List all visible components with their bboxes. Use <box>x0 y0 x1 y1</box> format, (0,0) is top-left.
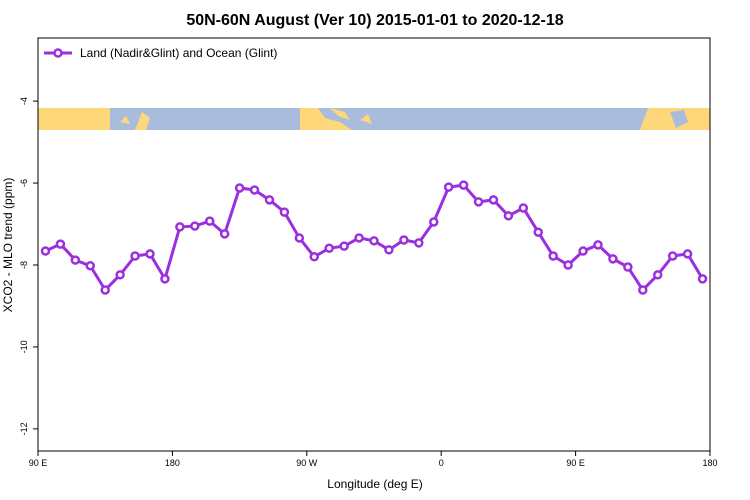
data-point <box>563 260 573 270</box>
data-point <box>608 254 618 264</box>
data-point <box>473 197 484 207</box>
chart-title: 50N-60N August (Ver 10) 2015-01-01 to 20… <box>186 12 563 29</box>
y-tick-label: -12 <box>19 422 29 435</box>
data-point <box>130 251 140 261</box>
data-point <box>219 229 230 239</box>
data-point <box>682 249 693 259</box>
y-tick-label: -8 <box>19 261 29 269</box>
data-point <box>190 221 200 231</box>
data-point <box>652 270 663 280</box>
data-point <box>399 235 409 245</box>
data-point <box>548 251 558 261</box>
data-point <box>204 216 215 226</box>
y-tick-label: -10 <box>19 340 29 353</box>
data-point <box>354 233 364 243</box>
legend-marker <box>53 48 63 58</box>
data-point <box>324 243 334 253</box>
data-point <box>533 227 544 237</box>
x-axis-label: Longitude (deg E) <box>327 477 422 491</box>
x-tick-label: 180 <box>165 458 180 468</box>
data-point <box>294 233 305 243</box>
data-point <box>234 183 245 193</box>
data-point <box>458 180 469 190</box>
data-point <box>593 240 603 250</box>
data-point <box>100 285 110 295</box>
data-point <box>414 238 424 248</box>
data-point <box>309 252 320 262</box>
data-point <box>40 246 51 256</box>
y-axis-label: XCO2 - MLO trend (ppm) <box>1 178 15 313</box>
legend: Land (Nadir&Glint) and Ocean (Glint) <box>44 46 277 60</box>
data-point <box>55 239 66 249</box>
x-tick-label: 90 E <box>29 458 48 468</box>
x-tick-label: 90 E <box>566 458 585 468</box>
data-point <box>115 270 125 280</box>
y-tick-label: -6 <box>19 179 29 187</box>
data-point <box>697 274 708 284</box>
data-point <box>384 245 394 255</box>
data-point <box>638 285 648 295</box>
data-point <box>175 222 185 232</box>
data-point <box>503 211 514 221</box>
x-tick-label: 180 <box>702 458 717 468</box>
data-point <box>279 207 290 217</box>
data-point <box>369 236 379 246</box>
data-point <box>70 255 81 265</box>
data-point <box>488 195 499 205</box>
data-point <box>85 261 96 271</box>
data-point <box>339 241 349 251</box>
legend-label: Land (Nadir&Glint) and Ocean (Glint) <box>80 46 277 60</box>
plot-frame <box>37 37 711 452</box>
data-point <box>667 251 678 261</box>
data-point <box>443 182 454 192</box>
data-point <box>578 246 588 256</box>
data-point <box>518 203 529 213</box>
x-tick-label: 0 <box>439 458 444 468</box>
data-point <box>160 274 170 284</box>
map-strip <box>38 108 710 130</box>
data-point <box>264 195 275 205</box>
data-point <box>428 217 439 227</box>
data-point <box>623 262 633 272</box>
x-tick-label: 90 W <box>296 458 318 468</box>
data-point <box>145 249 155 259</box>
y-tick-label: -4 <box>19 97 29 105</box>
data-point <box>249 185 260 195</box>
